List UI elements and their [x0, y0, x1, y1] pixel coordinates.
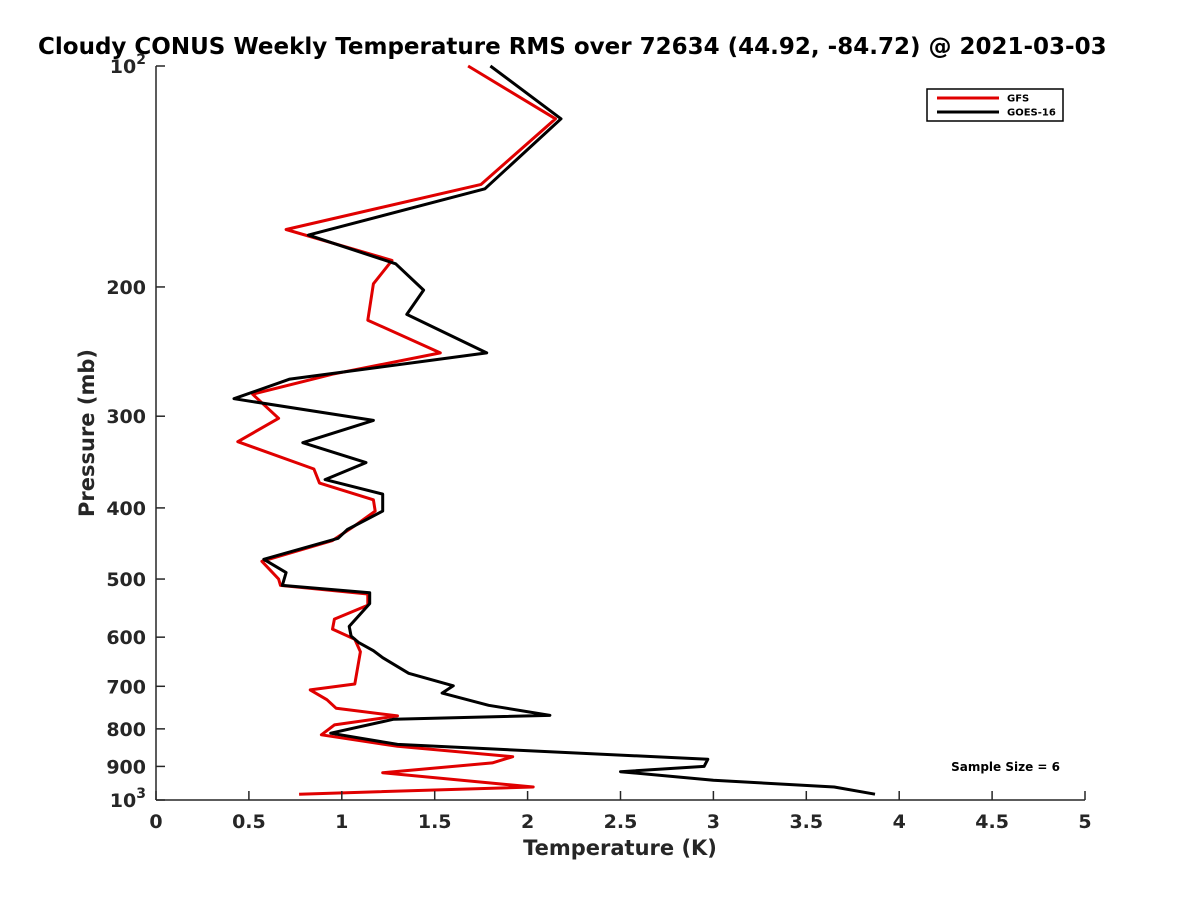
legend-box	[926, 88, 1064, 122]
legend: GFS GOES-16	[926, 88, 1064, 122]
series-line-gfs	[236, 64, 557, 796]
x-tick-label: 3	[707, 811, 720, 833]
y-tick-label: 500	[106, 569, 146, 591]
y-tick-label: 600	[106, 627, 146, 649]
legend-label-gfs: GFS	[1007, 94, 1029, 105]
y-tick-label: 700	[106, 676, 146, 698]
chart-title: Cloudy CONUS Weekly Temperature RMS over…	[38, 34, 1107, 60]
x-tick-label: 4	[893, 811, 906, 833]
x-tick-label: 0	[149, 811, 162, 833]
series-lines	[232, 64, 876, 796]
y-tick-label: 800	[106, 719, 146, 741]
sample-size-annotation: Sample Size = 6	[951, 760, 1060, 774]
axes	[155, 66, 1085, 801]
x-tick-label: 0.5	[232, 811, 266, 833]
legend-label-goes-16: GOES-16	[1007, 108, 1056, 119]
x-tick-label: 2	[521, 811, 534, 833]
y-tick-label: 300	[106, 406, 146, 428]
y-tick-label: 102	[110, 52, 146, 78]
x-tick-label: 1	[335, 811, 348, 833]
x-axis-label: Temperature (K)	[523, 836, 717, 860]
y-tick-label: 103	[110, 786, 146, 812]
x-ticks: 0 0.5 1 1.5 2 2.5 3 3.5 4 4.5 5	[149, 791, 1092, 833]
series-line-goes-16	[232, 64, 876, 796]
y-tick-label: 400	[106, 498, 146, 520]
y-tick-label: 900	[106, 756, 146, 778]
y-tick-label: 200	[106, 277, 146, 299]
x-tick-label: 3.5	[789, 811, 823, 833]
y-ticks: 102 200 300 400 500 600 700 800 900 103	[106, 52, 165, 812]
x-tick-label: 5	[1078, 811, 1091, 833]
y-axis-label: Pressure (mb)	[75, 349, 99, 517]
x-tick-label: 1.5	[418, 811, 452, 833]
x-tick-label: 2.5	[604, 811, 638, 833]
x-tick-label: 4.5	[975, 811, 1009, 833]
